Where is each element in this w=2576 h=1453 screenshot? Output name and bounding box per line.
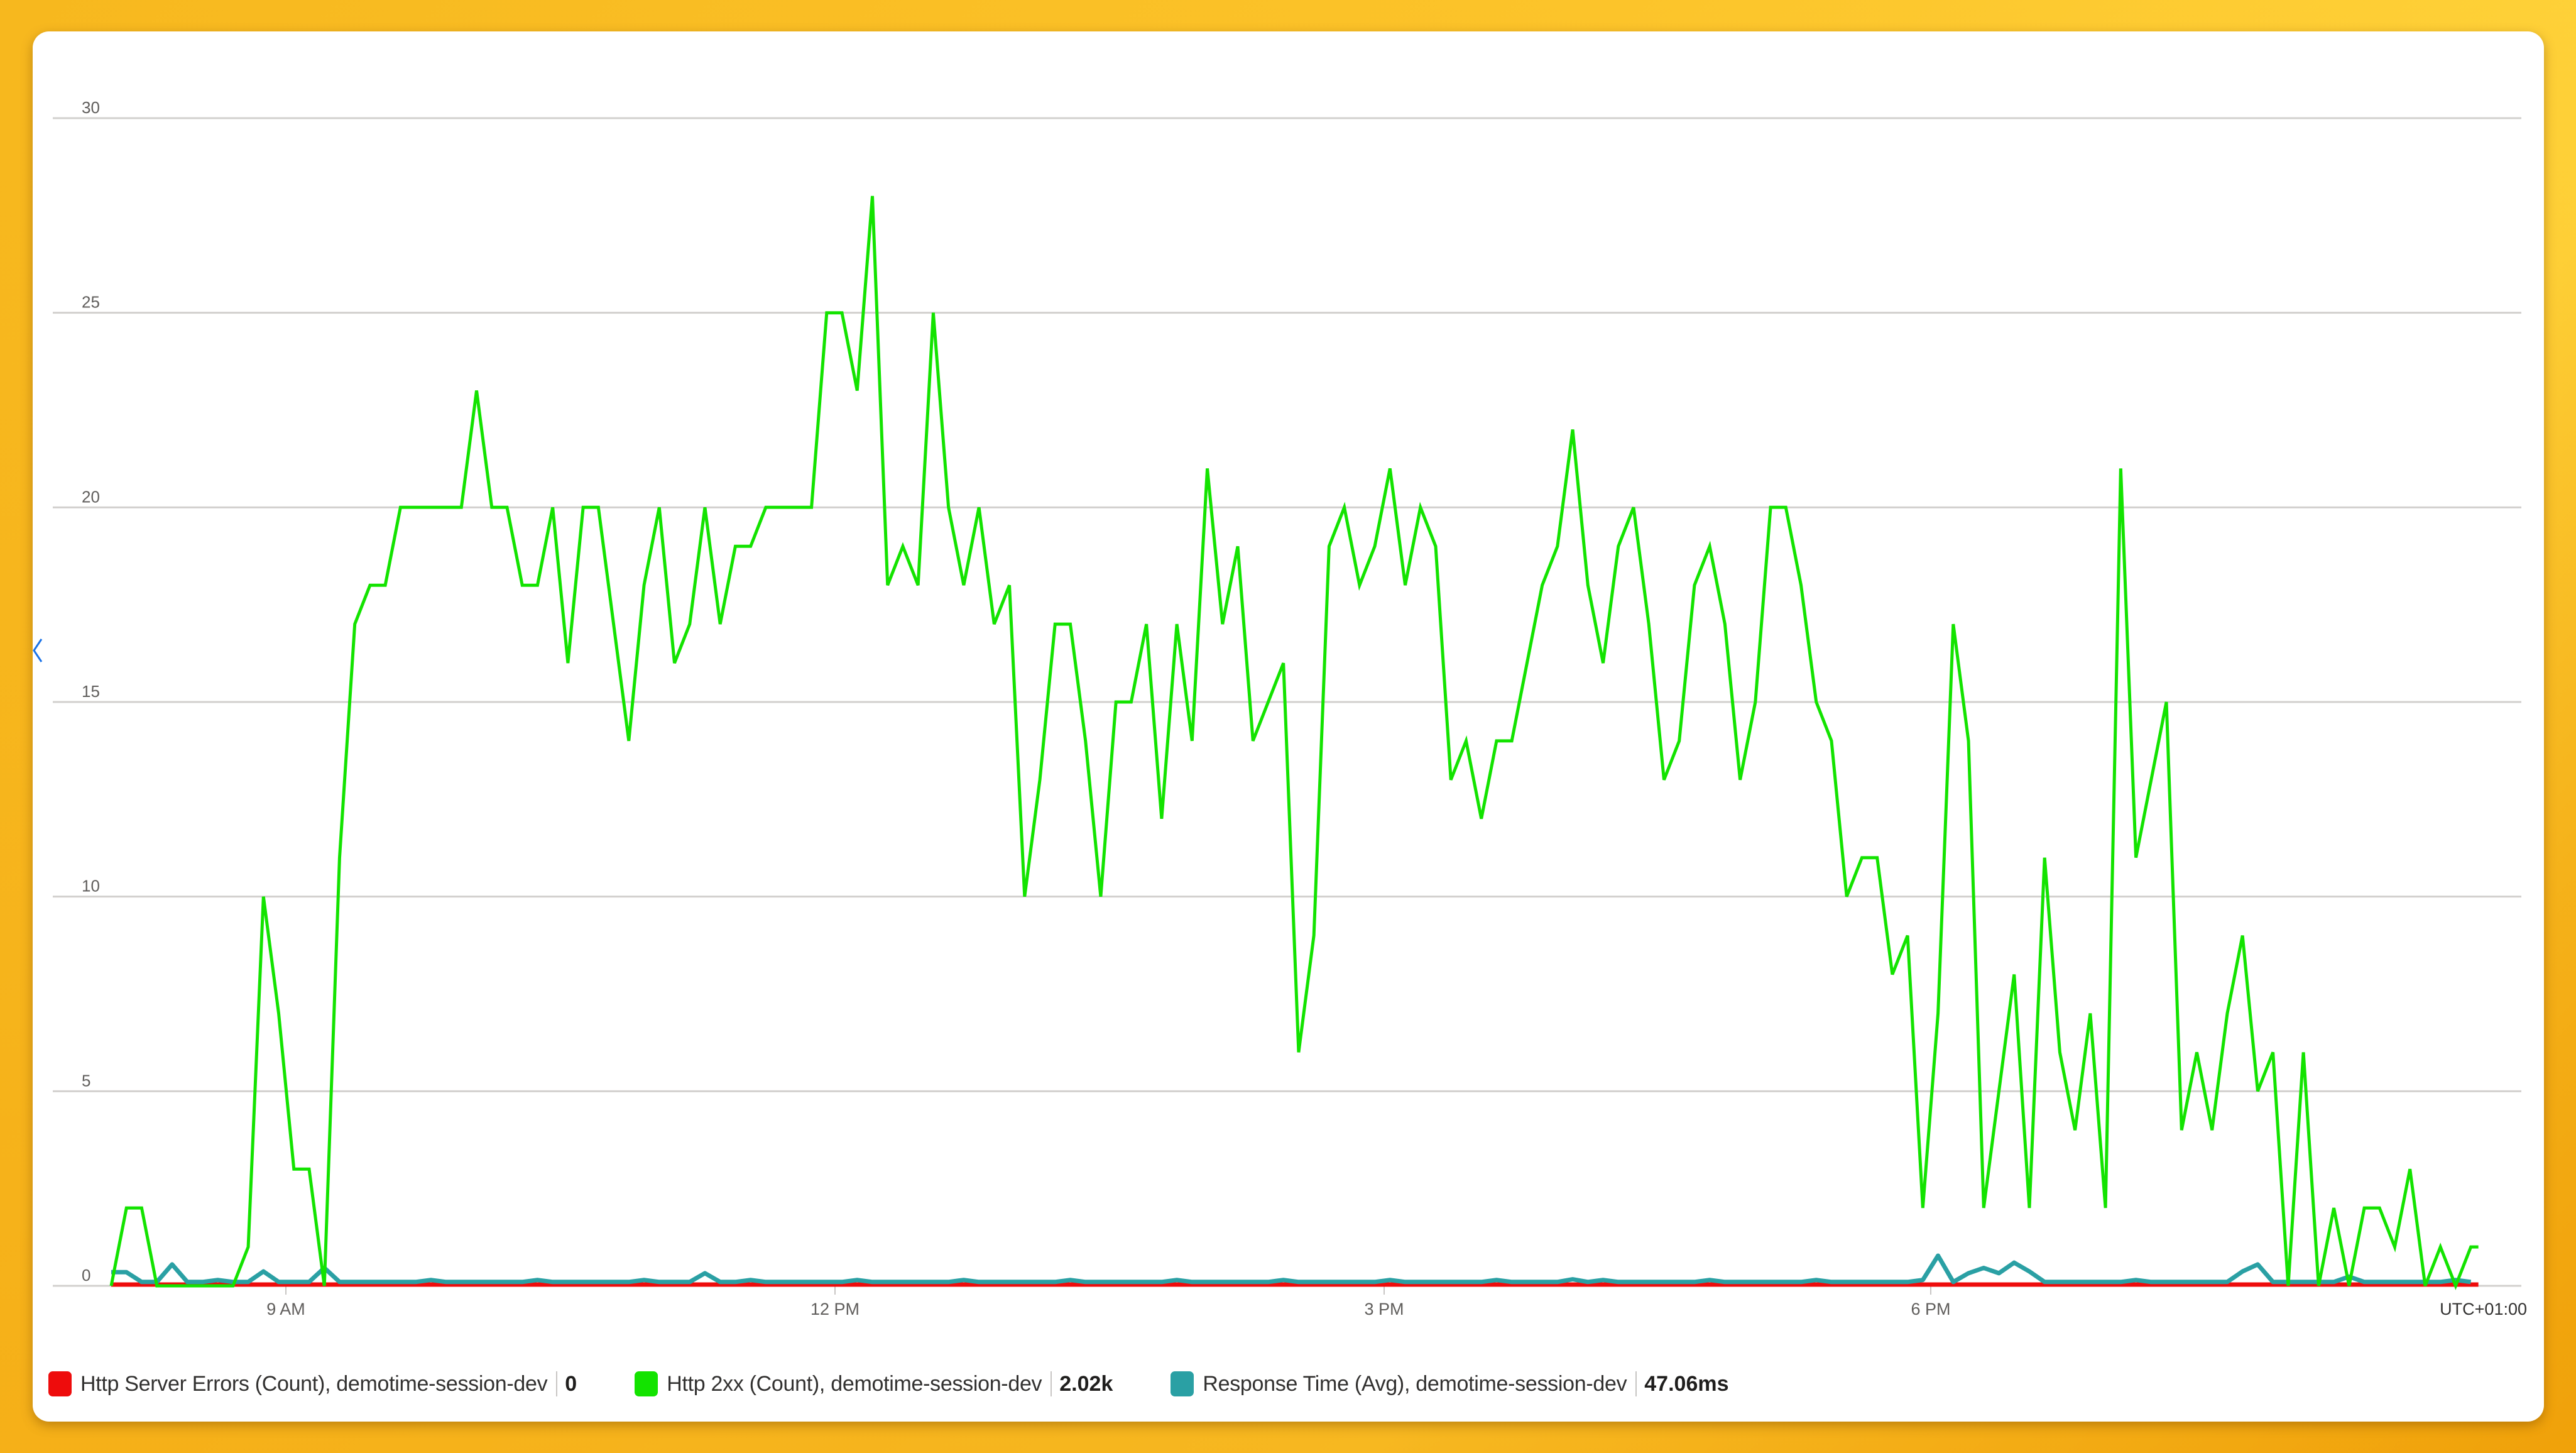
x-tick-label: 3 PM: [1364, 1300, 1404, 1319]
legend-item-server-errors[interactable]: Http Server Errors (Count), demotime-ses…: [48, 1371, 577, 1396]
legend-swatch-teal: [1171, 1371, 1194, 1396]
chart-card: 0 5 10 15 20 25 30 9 AM 12 PM 3 PM 6 PM UTC+01:00 H…: [33, 31, 2544, 1422]
legend-item-response-time[interactable]: Response Time (Avg), demotime-session-de…: [1171, 1371, 1729, 1396]
legend-separator: [1635, 1371, 1637, 1396]
y-tick-label: 15: [82, 682, 100, 701]
chevron-left-icon[interactable]: [33, 637, 45, 668]
legend-separator: [1051, 1371, 1052, 1396]
y-tick-label: 25: [82, 293, 100, 312]
chart-legend: Http Server Errors (Count), demotime-ses…: [48, 1365, 1787, 1403]
line-chart[interactable]: 0 5 10 15 20 25 30 9 AM 12 PM 3 PM 6 PM UTC+01:00: [33, 31, 2544, 1351]
legend-swatch-green: [635, 1371, 658, 1396]
series-http-2xx: [109, 195, 2479, 1290]
legend-label: Response Time (Avg), demotime-session-de…: [1203, 1371, 1627, 1396]
legend-value: 0: [565, 1371, 577, 1396]
x-tick-label: 6 PM: [1911, 1300, 1950, 1319]
x-tick-label: 12 PM: [810, 1300, 860, 1319]
series-response-time: [111, 1253, 2472, 1285]
legend-item-http-2xx[interactable]: Http 2xx (Count), demotime-session-dev 2…: [635, 1371, 1113, 1396]
y-tick-label: 20: [82, 487, 100, 506]
legend-swatch-red: [48, 1371, 72, 1396]
y-tick-label: 0: [82, 1266, 90, 1285]
timezone-label: UTC+01:00: [2440, 1300, 2527, 1319]
legend-separator: [556, 1371, 558, 1396]
y-tick-label: 10: [82, 877, 100, 896]
y-tick-label: 30: [82, 98, 100, 117]
legend-label: Http Server Errors (Count), demotime-ses…: [80, 1371, 548, 1396]
x-tick-label: 9 AM: [266, 1300, 305, 1319]
legend-label: Http 2xx (Count), demotime-session-dev: [667, 1371, 1042, 1396]
legend-value: 2.02k: [1059, 1371, 1113, 1396]
legend-value: 47.06ms: [1644, 1371, 1729, 1396]
y-tick-label: 5: [82, 1071, 90, 1090]
